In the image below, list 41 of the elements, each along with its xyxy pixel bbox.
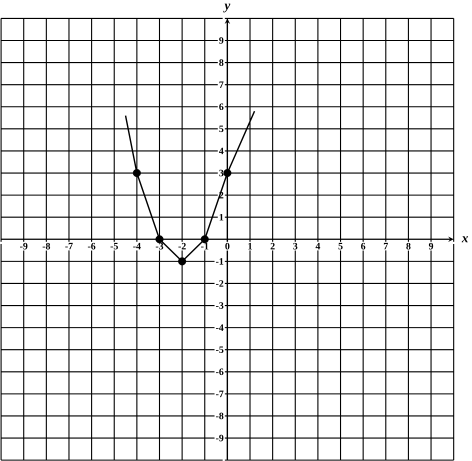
x-tick-label: -7 [65, 242, 73, 250]
y-tick-label: 4 [219, 148, 224, 154]
x-tick-label: 9 [428, 242, 434, 250]
x-axis-title: x [462, 236, 468, 242]
y-tick-label: -5 [216, 346, 224, 353]
y-tick-label: -9 [216, 434, 224, 442]
x-tick-label: 4 [316, 242, 320, 250]
x-tick-label: -3 [156, 242, 164, 250]
y-axis-title: y [223, 4, 230, 12]
point [223, 168, 232, 177]
y-tick-label: 3 [219, 170, 224, 176]
x-tick-label: 0 [225, 242, 230, 250]
y-tick-label: -2 [216, 280, 224, 287]
y-tick-label: 6 [219, 103, 224, 110]
x-tick-label: 2 [270, 242, 275, 250]
x-tick-label: -1 [201, 242, 208, 250]
x-tick-label: -5 [110, 242, 118, 250]
x-tick-label: 3 [293, 242, 298, 250]
point [132, 168, 141, 177]
y-tick-label: 5 [219, 126, 224, 132]
x-tick-label: 7 [384, 242, 388, 250]
x-tick-label: -8 [42, 242, 50, 250]
y-tick-label: -6 [216, 368, 224, 375]
x-tick-label: 1 [248, 242, 252, 250]
x-tick-label: -2 [178, 242, 186, 250]
y-tick-label: -7 [216, 390, 224, 397]
y-tick-label: -1 [216, 258, 224, 264]
y-tick-label: -3 [216, 302, 224, 309]
x-tick-label: 5 [338, 242, 343, 250]
y-tick-label: 1 [220, 214, 224, 220]
y-tick-label: 8 [219, 59, 224, 66]
y-tick-label: 9 [219, 37, 224, 44]
x-tick-label: -6 [88, 242, 96, 250]
y-tick-label: 7 [219, 81, 224, 88]
x-tick-label: -9 [20, 242, 28, 250]
y-tick-label: -4 [216, 324, 224, 331]
x-tick-label: 8 [406, 242, 411, 250]
point [178, 257, 186, 266]
x-tick-label: -4 [133, 242, 141, 250]
x-tick-label: 6 [361, 242, 366, 250]
y-tick-label: -8 [216, 412, 224, 420]
